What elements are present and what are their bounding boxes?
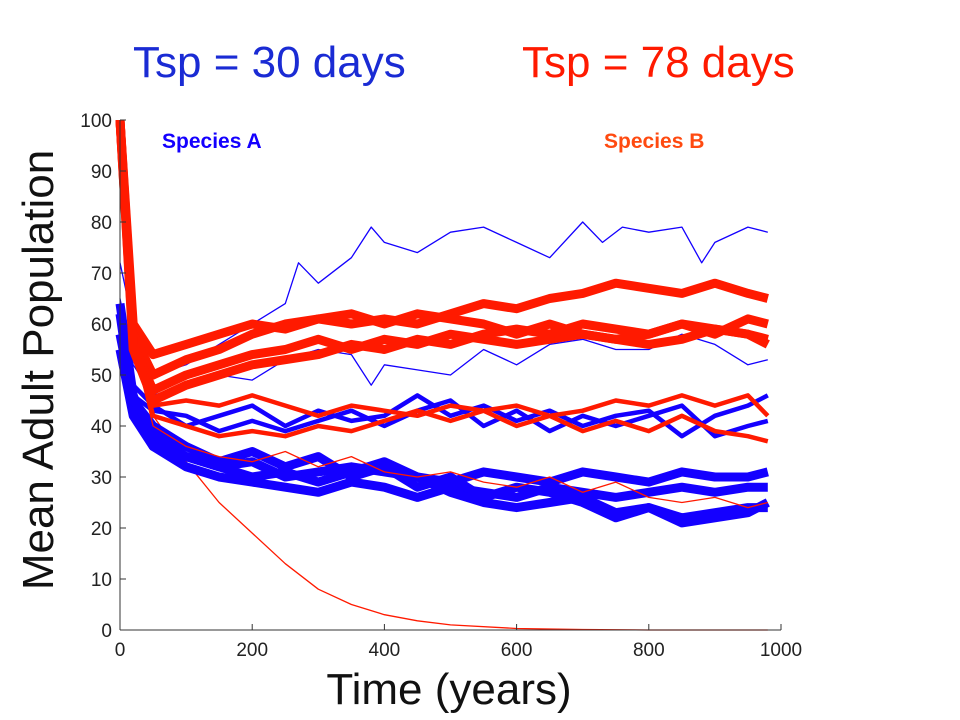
y-axis-title: Mean Adult Population <box>14 150 63 590</box>
y-tick-label: 20 <box>91 519 112 540</box>
series-line-species-a-7 <box>115 302 768 502</box>
x-tick-label: 400 <box>369 640 401 661</box>
series-line-species-b-12 <box>119 119 768 509</box>
legend-species-a: Species A <box>162 130 262 153</box>
legend-species-b: Species B <box>604 130 704 153</box>
series-line-species-a-9 <box>115 333 770 528</box>
y-tick-label: 10 <box>91 570 112 591</box>
x-tick-label: 600 <box>501 640 533 661</box>
x-tick-label: 200 <box>236 640 268 661</box>
y-tick-label: 80 <box>91 213 112 234</box>
title-tsp-78: Tsp = 78 days <box>522 38 795 87</box>
x-tick-label: 1000 <box>760 640 802 661</box>
title-tsp-30: Tsp = 30 days <box>133 38 406 87</box>
series-line-species-b-11 <box>117 119 769 444</box>
axes: 0 200 400 600 800 1000 0 10 20 30 40 50 60 70 80 90 100 <box>80 111 802 661</box>
y-tick-label: 0 <box>101 621 112 642</box>
y-tick-label: 60 <box>91 315 112 336</box>
y-tick-label: 30 <box>91 468 112 489</box>
series-line-species-a-5 <box>117 333 769 439</box>
y-tick-label: 100 <box>80 111 112 132</box>
x-axis-title: Time (years) <box>326 665 571 714</box>
series-line-species-a-2 <box>119 221 768 376</box>
y-tick-label: 70 <box>91 264 112 285</box>
x-tick-label: 0 <box>115 640 126 661</box>
series-line-species-b-16 <box>115 119 770 405</box>
x-tick-label: 800 <box>633 640 665 661</box>
series-line-species-b-10 <box>117 119 770 419</box>
y-tick-label: 40 <box>91 417 112 438</box>
y-tick-label: 90 <box>91 162 112 183</box>
y-tick-label: 50 <box>91 366 112 387</box>
series-layer <box>115 119 770 631</box>
